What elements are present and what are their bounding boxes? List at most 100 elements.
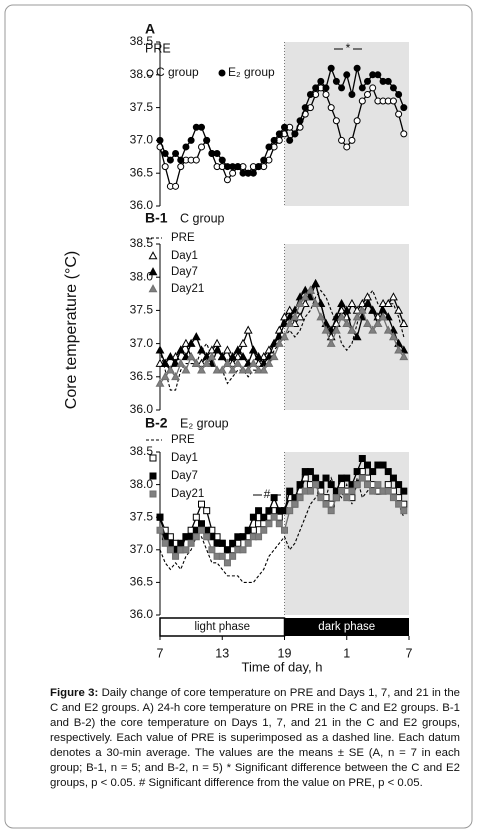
data-point <box>187 136 195 144</box>
data-point <box>255 163 263 171</box>
data-point <box>296 117 304 125</box>
data-point <box>191 332 201 341</box>
data-point <box>192 513 200 521</box>
legend-marker <box>148 251 158 260</box>
data-point <box>331 325 341 334</box>
data-point <box>400 487 408 495</box>
data-point <box>343 474 351 482</box>
legend-marker <box>148 284 158 293</box>
data-point <box>234 163 242 171</box>
y-tick-label: 36.5 <box>130 575 154 589</box>
data-point <box>296 494 304 502</box>
legend-label: Day1 <box>171 452 198 464</box>
data-point <box>379 461 387 469</box>
data-point <box>192 533 200 541</box>
data-point <box>171 371 181 381</box>
data-point <box>198 500 205 508</box>
data-point <box>281 526 288 534</box>
data-point <box>177 156 185 164</box>
y-tick-label: 38.5 <box>130 236 154 250</box>
data-point <box>182 546 190 554</box>
legend-label: PRE <box>171 434 195 446</box>
data-point <box>265 507 273 515</box>
data-point <box>238 365 248 374</box>
data-point <box>270 494 278 502</box>
data-point <box>176 358 186 367</box>
data-point <box>222 345 232 354</box>
data-point <box>353 468 361 476</box>
data-point <box>275 130 283 138</box>
data-point <box>348 487 356 495</box>
data-point <box>312 481 320 489</box>
data-point <box>399 318 409 327</box>
data-point <box>337 298 347 308</box>
y-tick-label: 38.0 <box>130 67 154 81</box>
data-point <box>181 365 191 374</box>
data-point <box>155 358 165 367</box>
data-point <box>212 345 222 354</box>
data-point <box>300 298 310 308</box>
data-point <box>239 546 247 554</box>
data-point <box>156 136 164 144</box>
data-point <box>155 378 165 387</box>
x-tick-label: 13 <box>215 646 229 660</box>
data-point <box>322 90 330 98</box>
data-point <box>260 513 268 521</box>
data-point <box>244 526 252 534</box>
data-point <box>202 358 212 367</box>
data-point <box>384 487 392 495</box>
data-point <box>347 325 357 334</box>
data-point <box>395 500 403 508</box>
data-point <box>186 338 196 347</box>
panel-subtitle: C group <box>180 211 225 225</box>
annotation: # <box>264 487 271 501</box>
data-point <box>338 487 346 495</box>
data-point <box>212 365 222 374</box>
data-point <box>326 325 336 334</box>
data-point <box>322 474 330 482</box>
data-point <box>306 90 314 98</box>
data-point <box>388 292 398 301</box>
data-point <box>187 539 195 547</box>
data-point <box>160 358 170 367</box>
data-point <box>306 487 314 495</box>
caption: Figure 3: Daily change of core temperatu… <box>50 686 460 791</box>
y-tick-label: 36.0 <box>130 402 154 416</box>
data-point <box>400 104 408 112</box>
data-point <box>368 325 378 334</box>
data-point <box>254 365 264 374</box>
data-point <box>233 358 243 367</box>
data-point <box>400 507 408 515</box>
data-point <box>286 136 294 144</box>
data-point <box>249 169 257 177</box>
data-point <box>255 507 263 515</box>
data-point <box>364 461 371 469</box>
data-point <box>176 345 186 354</box>
legend-label: E₂ group <box>228 65 275 79</box>
data-point <box>161 539 169 547</box>
data-point <box>300 292 310 301</box>
data-point <box>384 77 392 85</box>
data-point <box>389 84 397 92</box>
data-point <box>155 345 165 354</box>
legend-marker <box>149 472 157 480</box>
data-point <box>243 365 253 374</box>
data-point <box>395 481 403 489</box>
caption-text: Daily change of core temperature on PRE … <box>50 687 460 789</box>
data-point <box>269 352 279 361</box>
data-point <box>172 150 180 158</box>
data-point <box>181 338 191 347</box>
data-point <box>217 352 227 361</box>
data-point <box>363 298 372 308</box>
data-point <box>327 64 335 72</box>
x-tick-label: 19 <box>278 646 292 660</box>
data-point <box>198 143 205 151</box>
data-point <box>358 97 366 105</box>
data-point <box>255 533 263 541</box>
data-point <box>161 163 169 171</box>
data-point <box>223 176 231 184</box>
data-point <box>248 345 258 354</box>
data-point <box>369 468 377 476</box>
data-point <box>239 533 247 541</box>
data-point <box>264 358 274 367</box>
